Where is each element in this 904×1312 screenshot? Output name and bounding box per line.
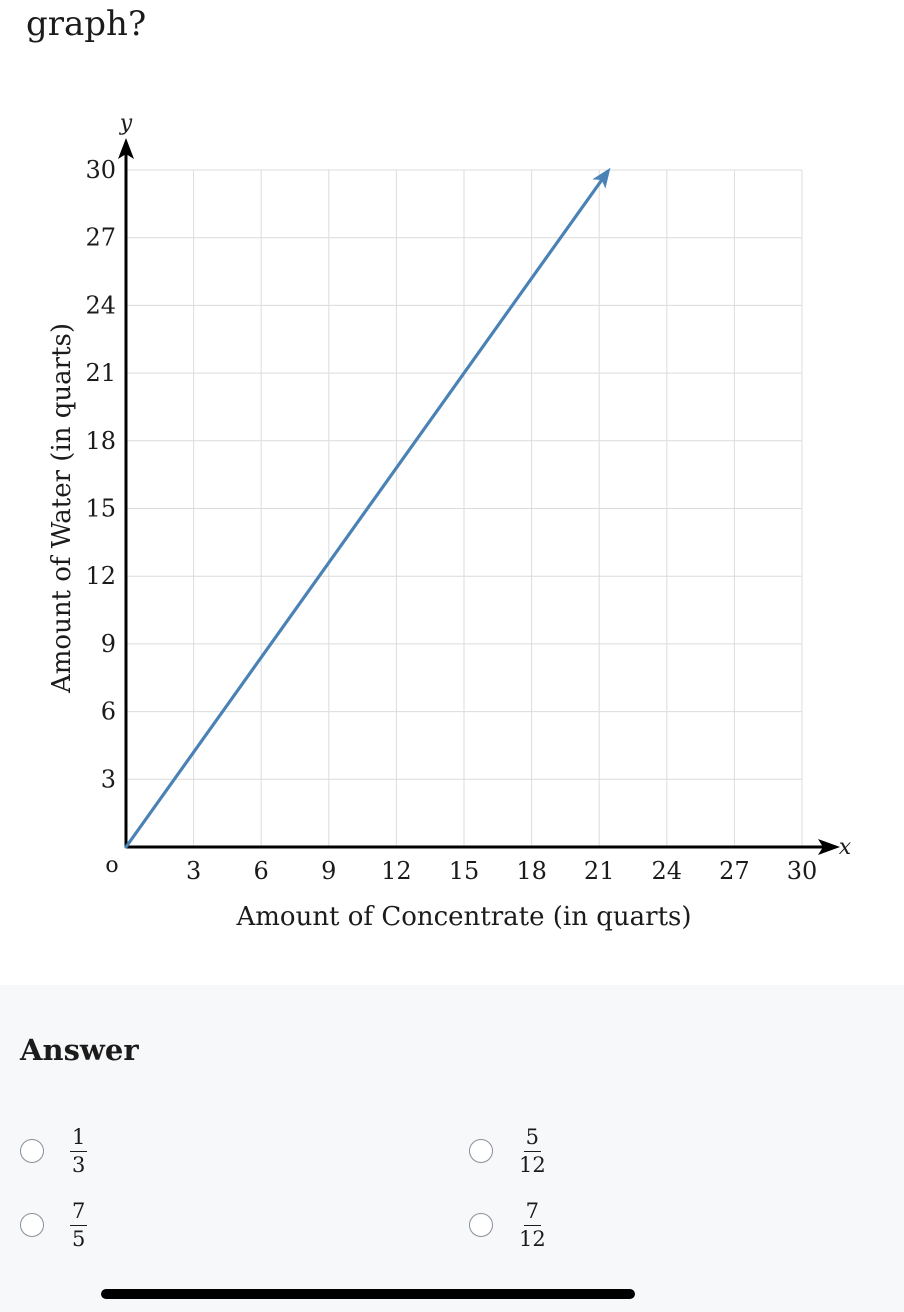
y-tick-label: 3: [101, 765, 116, 793]
fraction-numerator: 1: [70, 1125, 88, 1152]
fraction-denominator: 5: [72, 1227, 86, 1251]
y-tick-label: 18: [85, 427, 116, 455]
fraction-numerator: 7: [523, 1199, 542, 1226]
fraction: 7 12: [519, 1199, 546, 1251]
answer-choice-3[interactable]: 7 5: [20, 1195, 88, 1255]
fraction-denominator: 3: [72, 1153, 86, 1177]
y-axis-arrowhead: [118, 138, 134, 159]
series-line: [124, 177, 604, 849]
x-axis-letter: x: [839, 835, 852, 860]
fraction: 7 5: [70, 1199, 88, 1251]
answer-panel: Answer 1 3 5 12 7 5 7 12: [0, 985, 904, 1312]
y-tick-label: 21: [85, 359, 116, 387]
answer-choice-2[interactable]: 5 12: [469, 1121, 546, 1181]
question-text: graph?: [26, 4, 147, 44]
x-tick-label: 27: [719, 857, 750, 885]
series-arrowhead: [592, 167, 611, 189]
y-tick-label: 30: [85, 156, 116, 184]
x-tick-label: 6: [254, 857, 269, 885]
x-axis-arrowhead: [818, 839, 840, 855]
answer-choice-1[interactable]: 1 3: [20, 1121, 88, 1181]
fraction-numerator: 7: [70, 1199, 88, 1226]
origin-label: o: [105, 853, 118, 878]
line-graph: 3 6 9 12 15 18 21 24 27 30 3 6 9 12 15 18 21 24 27 30 o x y Amo…: [47, 111, 852, 932]
y-tick-label: 12: [85, 562, 116, 590]
x-tick-label: 15: [449, 857, 480, 885]
y-axis-title: Amount of Water (in quarts): [47, 323, 77, 694]
radio-button[interactable]: [469, 1139, 493, 1163]
x-tick-label: 3: [186, 857, 201, 885]
x-tick-label: 24: [652, 857, 683, 885]
x-axis-title: Amount of Concentrate (in quarts): [235, 902, 691, 932]
x-tick-label: 9: [321, 857, 336, 885]
home-indicator: [101, 1289, 635, 1299]
radio-button[interactable]: [20, 1213, 44, 1237]
y-tick-label: 15: [85, 495, 116, 523]
y-tick-label: 6: [101, 698, 116, 726]
y-axis-letter: y: [119, 111, 133, 136]
fraction-denominator: 12: [519, 1227, 546, 1251]
fraction-numerator: 5: [523, 1125, 542, 1152]
x-tick-label: 12: [381, 857, 412, 885]
y-tick-label: 9: [101, 630, 116, 658]
answer-choice-4[interactable]: 7 12: [469, 1195, 546, 1255]
x-tick-label: 18: [516, 857, 547, 885]
y-tick-label: 27: [85, 224, 116, 252]
fraction: 1 3: [70, 1125, 88, 1177]
x-tick-label: 21: [584, 857, 615, 885]
fraction-denominator: 12: [519, 1153, 546, 1177]
radio-button[interactable]: [469, 1213, 493, 1237]
answer-heading: Answer: [20, 1033, 139, 1067]
x-tick-label: 30: [787, 857, 818, 885]
radio-button[interactable]: [20, 1139, 44, 1163]
fraction: 5 12: [519, 1125, 546, 1177]
y-tick-label: 24: [85, 291, 116, 319]
